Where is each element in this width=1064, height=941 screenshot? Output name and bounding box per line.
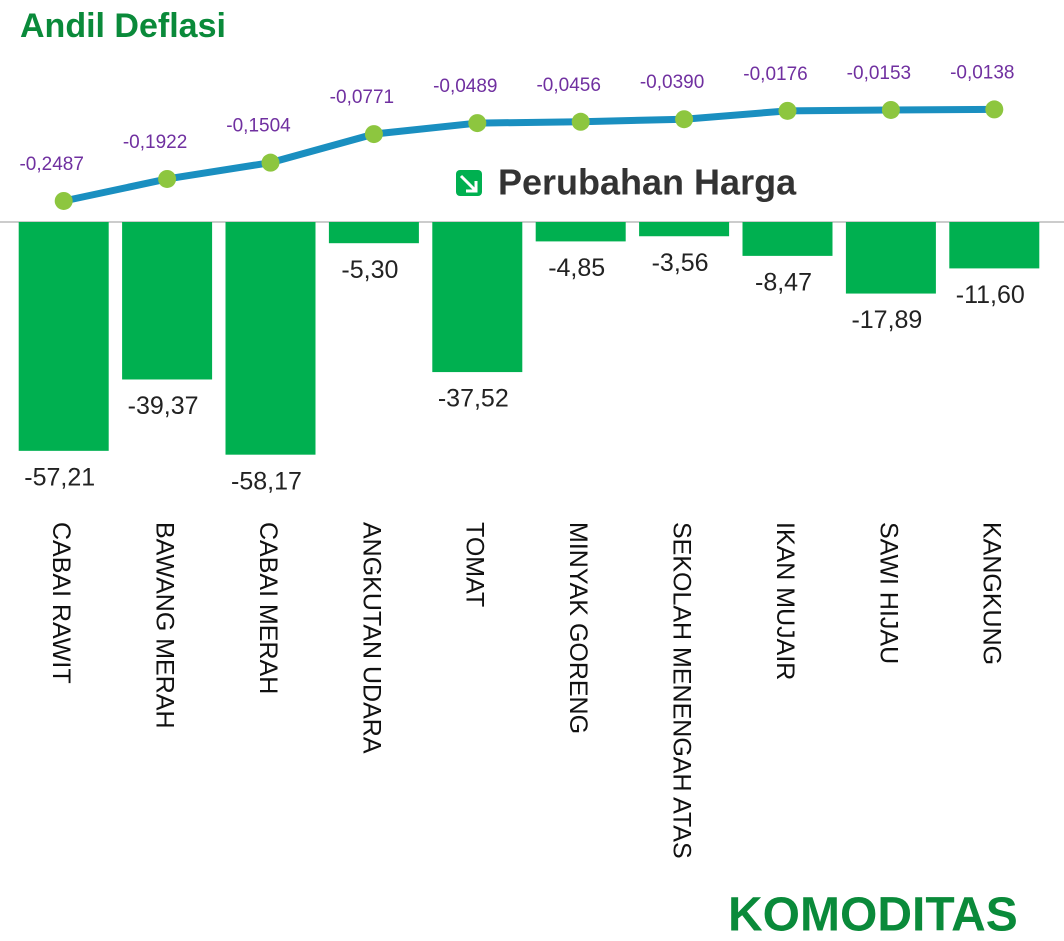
bar — [328, 222, 419, 244]
chart-title: Andil Deflasi — [20, 7, 226, 45]
x-tick-label: SAWI HIJAU — [874, 522, 902, 664]
line-marker — [571, 112, 590, 131]
x-tick-label: TOMAT — [461, 522, 489, 607]
x-tick-label: KANGKUNG — [978, 522, 1006, 665]
line — [62, 105, 995, 205]
x-tick-label: CABAI MERAH — [254, 522, 282, 694]
line-marker — [468, 114, 487, 133]
data-label: -4,85 — [548, 254, 605, 282]
bar — [949, 222, 1040, 269]
data-label: -8,47 — [755, 268, 812, 296]
annotation: KOMODITAS — [728, 889, 1018, 941]
data-label: -11,60 — [956, 281, 1025, 309]
subtitle: Perubahan Harga — [498, 162, 797, 203]
bar — [742, 222, 833, 256]
bar — [18, 222, 109, 451]
data-label: -0,1504 — [226, 116, 291, 137]
data-label: -0,0153 — [847, 63, 911, 84]
data-label: -0,0390 — [640, 72, 704, 93]
line-marker — [364, 125, 383, 144]
subtitle-icon — [456, 170, 482, 196]
x-tick-label: BAWANG MERAH — [150, 522, 178, 729]
line-marker — [778, 101, 797, 120]
data-label: -39,37 — [128, 392, 199, 420]
data-label: -5,30 — [341, 256, 398, 284]
data-label: -0,0489 — [433, 76, 497, 97]
data-label: -37,52 — [438, 385, 509, 413]
line-marker — [54, 191, 73, 210]
data-label: -0,0771 — [330, 87, 394, 108]
x-tick-label: SEKOLAH MENENGAH ATAS — [667, 522, 695, 859]
line-marker — [158, 169, 177, 188]
data-label: -0,0456 — [536, 75, 600, 96]
data-label: -3,56 — [652, 249, 709, 277]
x-tick-label: MINYAK GORENG — [564, 522, 592, 734]
line-marker — [985, 100, 1004, 119]
data-label: -0,1922 — [123, 132, 187, 153]
data-label: -17,89 — [851, 306, 922, 334]
x-tick-label: ANGKUTAN UDARA — [357, 522, 385, 754]
bar — [845, 222, 936, 294]
bar — [225, 222, 316, 455]
x-tick-label: IKAN MUJAIR — [771, 522, 799, 680]
data-label: -57,21 — [24, 463, 95, 491]
line-marker — [881, 100, 900, 119]
data-label: -0,2487 — [19, 154, 83, 175]
bar — [122, 222, 213, 380]
bar — [432, 222, 523, 373]
data-label: -0,0176 — [743, 64, 807, 85]
data-label: -58,17 — [231, 467, 302, 495]
data-label: -0,0138 — [950, 62, 1014, 83]
line-marker — [261, 153, 280, 172]
bar — [535, 222, 626, 242]
bar — [639, 222, 730, 237]
line-marker — [675, 110, 694, 129]
x-tick-label: CABAI RAWIT — [47, 522, 75, 684]
